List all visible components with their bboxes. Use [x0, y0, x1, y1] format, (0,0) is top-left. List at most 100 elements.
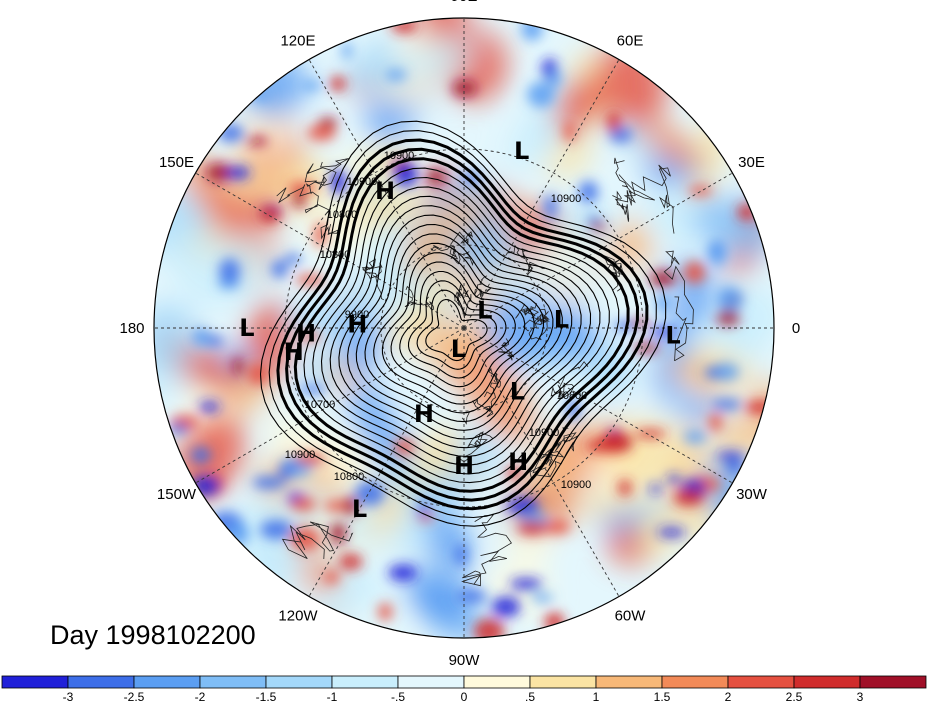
coastline — [484, 368, 501, 398]
colorbar-tick-label: -2 — [195, 690, 206, 702]
colorbar-tick-label: 2 — [725, 690, 732, 702]
longitude-label: 30W — [736, 486, 768, 503]
longitude-label: 150W — [157, 486, 197, 503]
anomaly-core — [548, 71, 562, 88]
anomaly-core — [544, 194, 557, 220]
anomaly-patch — [646, 190, 708, 248]
anomaly-patch — [610, 418, 690, 494]
meridian — [463, 172, 733, 329]
anomaly-core — [618, 479, 632, 497]
anomaly-core — [452, 79, 478, 98]
anomaly-core — [716, 451, 746, 461]
colorbar-swatch — [661, 675, 729, 689]
anomaly-core — [527, 81, 556, 108]
anomaly-core — [716, 309, 741, 326]
anomaly-core — [589, 221, 606, 231]
colorbar-swatch — [859, 675, 927, 689]
anomaly-patch — [358, 36, 397, 93]
anomaly-patch — [383, 275, 458, 351]
anomaly-core — [284, 253, 302, 264]
anomaly-core — [198, 401, 221, 413]
anomaly-core — [578, 181, 599, 203]
anomaly-patch — [387, 40, 475, 82]
height-contour — [285, 147, 640, 502]
anomaly-core — [667, 474, 681, 484]
longitude-label: 30E — [738, 154, 765, 171]
coastline — [515, 303, 540, 319]
anomaly-patch — [403, 566, 476, 638]
meridian — [308, 59, 465, 329]
coastline — [474, 275, 492, 301]
anomaly-patch — [461, 352, 534, 443]
colorbar-swatch — [133, 675, 201, 689]
contour-label: 10900 — [347, 176, 378, 188]
anomaly-core — [192, 474, 221, 497]
longitude-label: 60E — [617, 33, 644, 50]
meridian — [463, 327, 733, 484]
anomaly-patch — [410, 426, 459, 484]
coastline — [618, 164, 675, 234]
anomaly-patch — [554, 77, 601, 134]
contour-label: 10900 — [561, 479, 592, 491]
coastline — [612, 157, 632, 222]
longitude-label: 150E — [159, 154, 194, 171]
low-pressure-center: L — [477, 297, 492, 325]
anomaly-core — [246, 136, 269, 146]
anomaly-core — [707, 239, 727, 266]
coastline — [281, 521, 354, 560]
anomaly-core — [509, 578, 543, 590]
anomaly-core — [323, 570, 340, 584]
anomaly-core — [205, 162, 233, 183]
low-pressure-center: L — [554, 306, 569, 334]
longitude-label: 60W — [615, 608, 647, 625]
anomaly-core — [673, 489, 705, 507]
height-contour — [276, 138, 649, 511]
low-pressure-center: L — [352, 495, 367, 523]
anomaly-core — [378, 602, 393, 622]
anomaly-patch — [505, 116, 570, 165]
contour-label: 10800 — [327, 209, 358, 221]
height-contour — [355, 223, 563, 431]
longitude-label: 90E — [451, 0, 478, 5]
anomaly-core — [330, 169, 347, 195]
anomaly-core — [301, 81, 322, 90]
anomaly-core — [517, 520, 547, 535]
contour-label: 10900 — [384, 150, 415, 162]
anomaly-core — [260, 520, 293, 540]
anomaly-core — [688, 185, 713, 196]
anomaly-patch — [337, 191, 429, 229]
anomaly-core — [298, 385, 327, 394]
colorbar-tick-label: 0 — [461, 690, 468, 702]
anomaly-core — [425, 168, 447, 186]
anomaly-core — [169, 423, 189, 435]
anomaly-core — [342, 42, 352, 59]
height-contour — [416, 289, 498, 370]
height-contour — [399, 270, 516, 388]
anomaly-core — [329, 76, 347, 92]
anomaly-core — [704, 366, 722, 379]
anomaly-core — [711, 399, 743, 410]
meridian — [463, 59, 620, 329]
meridian — [308, 327, 465, 597]
anomaly-patch — [154, 302, 198, 373]
contour-label: 10900 — [551, 193, 582, 205]
anomaly-core — [292, 191, 306, 209]
anomaly-core — [454, 543, 468, 567]
low-pressure-center: L — [451, 335, 466, 363]
meridian — [463, 327, 620, 597]
height-contour — [312, 176, 610, 475]
high-pressure-center: H — [454, 452, 474, 480]
height-contour — [320, 186, 601, 466]
high-pressure-center: H — [508, 448, 528, 476]
anomaly-core — [457, 589, 487, 603]
anomaly-patch — [583, 342, 633, 395]
anomaly-core — [599, 430, 631, 454]
coastline — [404, 285, 435, 311]
colorbar-swatch — [67, 675, 135, 689]
coastline — [430, 231, 473, 252]
anomaly-core — [218, 258, 241, 284]
height-contour — [381, 252, 535, 405]
colorbar-tick-label: 2.5 — [786, 690, 803, 702]
longitude-label: 180 — [119, 320, 144, 337]
